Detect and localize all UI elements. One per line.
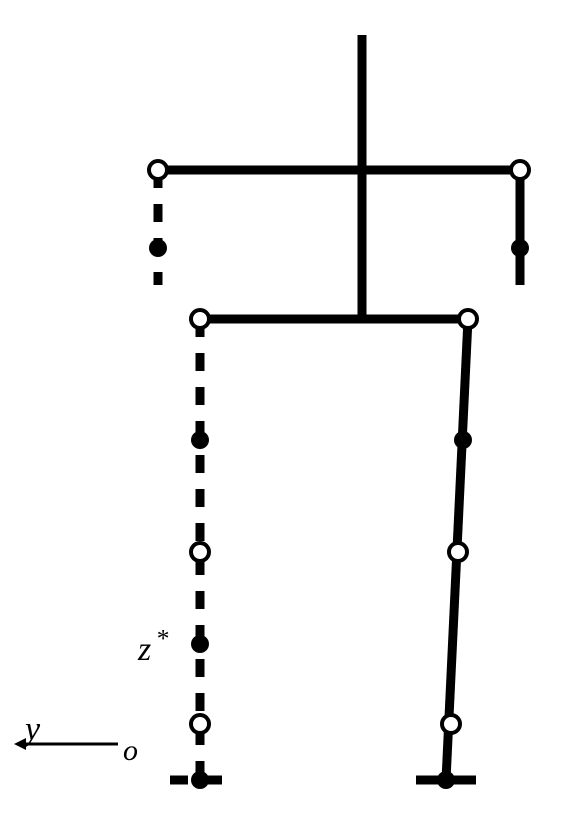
hollow-node <box>191 543 209 561</box>
label-o: o <box>123 734 138 767</box>
solid-node <box>191 431 209 449</box>
hollow-node <box>191 310 209 328</box>
label-z: z <box>137 631 151 668</box>
hollow-node <box>442 715 460 733</box>
hollow-node <box>449 543 467 561</box>
hollow-node <box>191 715 209 733</box>
hollow-node <box>511 161 529 179</box>
solid-node <box>511 239 529 257</box>
hollow-node <box>149 161 167 179</box>
label-y: y <box>22 711 41 748</box>
solid-node <box>454 431 472 449</box>
label-z-sup: * <box>157 623 170 652</box>
solid-node <box>191 635 209 653</box>
hollow-node <box>459 310 477 328</box>
solid-node <box>191 771 209 789</box>
solid-node <box>437 771 455 789</box>
solid-node <box>149 239 167 257</box>
